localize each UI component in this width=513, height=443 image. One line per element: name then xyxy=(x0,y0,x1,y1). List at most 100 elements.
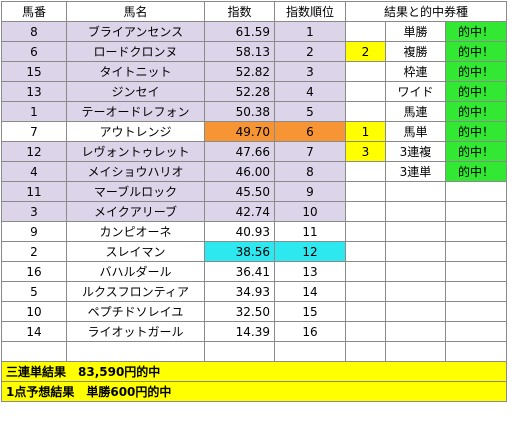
finish-position xyxy=(345,301,386,322)
index-value: 46.00 xyxy=(204,161,275,182)
index-value: 40.93 xyxy=(204,221,275,242)
table-row: 15 タイトニット 52.82 3 枠連 的中！ xyxy=(1,61,507,82)
horse-number: 7 xyxy=(1,121,67,142)
bet-type xyxy=(385,261,446,282)
finish-position: 3 xyxy=(345,141,386,162)
header-horse-name: 馬名 xyxy=(66,1,205,22)
finish-position: 2 xyxy=(345,41,386,62)
trifecta-result: 三連単結果 83,590円的中 xyxy=(1,361,507,382)
table-row: 2 スレイマン 38.56 12 xyxy=(1,241,507,262)
finish-position xyxy=(345,181,386,202)
index-value: 52.28 xyxy=(204,81,275,102)
horse-number: 4 xyxy=(1,161,67,182)
bet-type: 単勝 xyxy=(385,21,446,42)
header-index: 指数 xyxy=(204,1,275,22)
bet-type: ワイド xyxy=(385,81,446,102)
footer-row-single: 1点予想結果 単勝600円的中 xyxy=(1,381,507,402)
horse-number: 3 xyxy=(1,201,67,222)
table-row: 4 メイショウハリオ 46.00 8 3連単 的中！ xyxy=(1,161,507,182)
horse-name: ペプチドソレイユ xyxy=(66,301,205,322)
finish-position xyxy=(345,341,386,362)
index-value: 50.38 xyxy=(204,101,275,122)
horse-name: アウトレンジ xyxy=(66,121,205,142)
bet-type xyxy=(385,201,446,222)
hit-label: 的中！ xyxy=(445,161,507,182)
hit-label xyxy=(445,341,507,362)
horse-name: メイクアリーブ xyxy=(66,201,205,222)
finish-position xyxy=(345,221,386,242)
table-row: 9 カンピオーネ 40.93 11 xyxy=(1,221,507,242)
race-index-table: 馬番 馬名 指数 指数順位 結果と的中券種 8 ブライアンセンス 61.59 1 単勝的… xyxy=(1,1,507,402)
index-rank: 3 xyxy=(274,61,346,82)
finish-position xyxy=(345,261,386,282)
index-value: 42.74 xyxy=(204,201,275,222)
finish-position xyxy=(345,81,386,102)
hit-label xyxy=(445,281,507,302)
horse-name: バハルダール xyxy=(66,261,205,282)
bet-type xyxy=(385,341,446,362)
horse-number: 10 xyxy=(1,301,67,322)
bet-type xyxy=(385,241,446,262)
table-row: 14 ライオットガール 14.39 16 xyxy=(1,321,507,342)
index-value: 52.82 xyxy=(204,61,275,82)
index-rank: 12 xyxy=(274,241,346,262)
horse-number: 12 xyxy=(1,141,67,162)
table-row xyxy=(1,341,507,362)
hit-label xyxy=(445,201,507,222)
horse-name: カンピオーネ xyxy=(66,221,205,242)
horse-number: 15 xyxy=(1,61,67,82)
horse-name: ロードクロンヌ xyxy=(66,41,205,62)
horse-number: 13 xyxy=(1,81,67,102)
finish-position xyxy=(345,61,386,82)
footer-row-trifecta: 三連単結果 83,590円的中 xyxy=(1,361,507,382)
index-rank: 6 xyxy=(274,121,346,142)
bet-type xyxy=(385,281,446,302)
index-rank: 14 xyxy=(274,281,346,302)
bet-type xyxy=(385,221,446,242)
index-value: 58.13 xyxy=(204,41,275,62)
index-rank: 7 xyxy=(274,141,346,162)
index-rank: 9 xyxy=(274,181,346,202)
index-value: 49.70 xyxy=(204,121,275,142)
index-rank: 4 xyxy=(274,81,346,102)
horse-number: 11 xyxy=(1,181,67,202)
hit-label: 的中！ xyxy=(445,21,507,42)
finish-position xyxy=(345,21,386,42)
index-value: 14.39 xyxy=(204,321,275,342)
header-result: 結果と的中券種 xyxy=(345,1,507,22)
horse-number: 2 xyxy=(1,241,67,262)
finish-position xyxy=(345,321,386,342)
bet-type: 馬連 xyxy=(385,101,446,122)
hit-label: 的中！ xyxy=(445,101,507,122)
index-value: 34.93 xyxy=(204,281,275,302)
table-row: 3 メイクアリーブ 42.74 10 xyxy=(1,201,507,222)
index-rank: 1 xyxy=(274,21,346,42)
hit-label xyxy=(445,321,507,342)
index-value xyxy=(204,341,275,362)
hit-label: 的中！ xyxy=(445,41,507,62)
header-row: 馬番 馬名 指数 指数順位 結果と的中券種 xyxy=(1,1,507,22)
horse-number xyxy=(1,341,67,362)
table-row: 1 テーオードレフォン 50.38 5 馬連 的中！ xyxy=(1,101,507,122)
index-rank xyxy=(274,341,346,362)
hit-label xyxy=(445,221,507,242)
finish-position xyxy=(345,161,386,182)
bet-type xyxy=(385,301,446,322)
hit-label xyxy=(445,241,507,262)
hit-label: 的中！ xyxy=(445,61,507,82)
horse-number: 14 xyxy=(1,321,67,342)
table-row: 16 バハルダール 36.41 13 xyxy=(1,261,507,282)
horse-number: 5 xyxy=(1,281,67,302)
horse-name: ライオットガール xyxy=(66,321,205,342)
index-value: 47.66 xyxy=(204,141,275,162)
horse-name: ジンセイ xyxy=(66,81,205,102)
index-rank: 15 xyxy=(274,301,346,322)
hit-label: 的中！ xyxy=(445,81,507,102)
horse-name: テーオードレフォン xyxy=(66,101,205,122)
finish-position: 1 xyxy=(345,121,386,142)
horse-name: ルクスフロンティア xyxy=(66,281,205,302)
horse-name: タイトニット xyxy=(66,61,205,82)
table-row: 7 アウトレンジ 49.70 6 1 馬単 的中！ xyxy=(1,121,507,142)
bet-type: 馬単 xyxy=(385,121,446,142)
table-row: 13 ジンセイ 52.28 4 ワイド 的中！ xyxy=(1,81,507,102)
